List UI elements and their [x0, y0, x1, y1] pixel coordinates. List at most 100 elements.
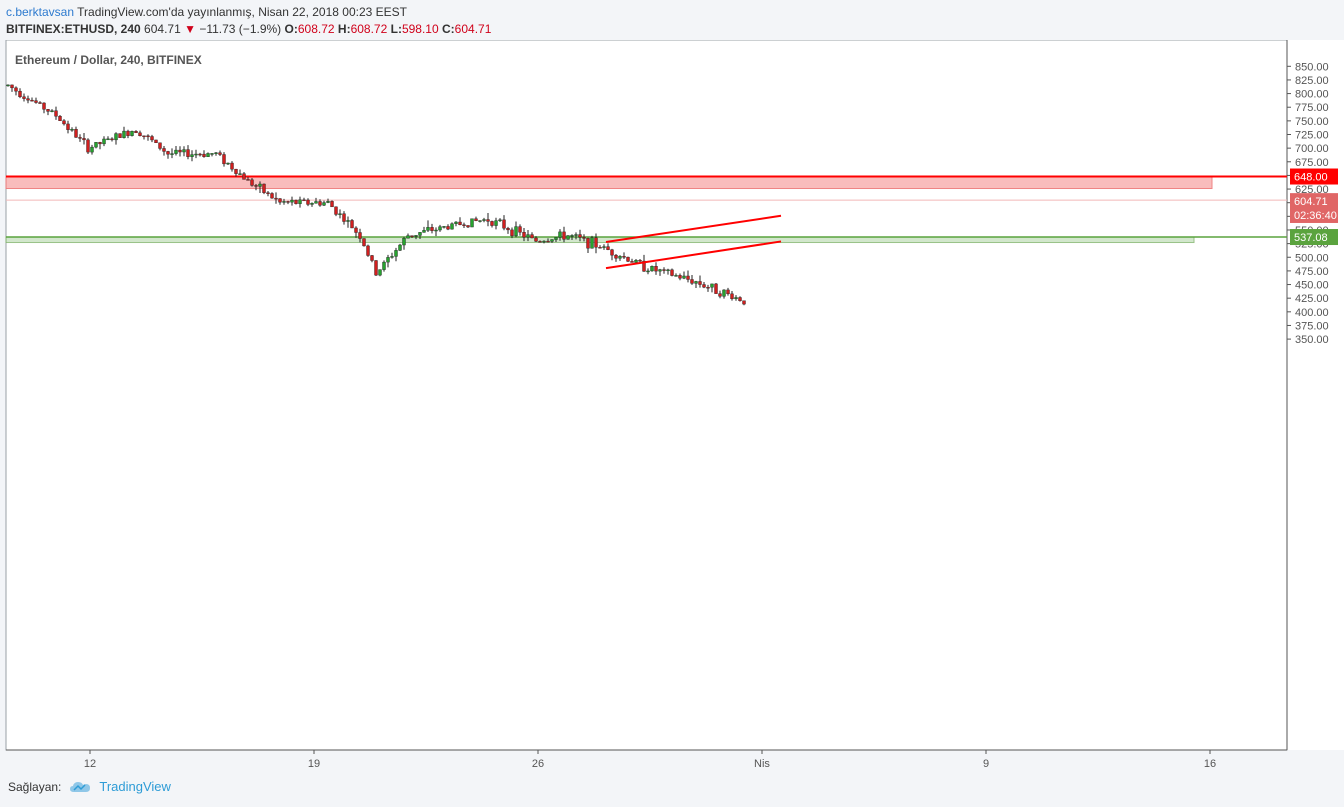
candle-down [610, 249, 614, 256]
candle-down [490, 221, 494, 226]
candle-up [570, 235, 574, 237]
price-tag-countdown [1290, 206, 1338, 223]
candle-down [698, 281, 702, 285]
candle-up [650, 266, 654, 272]
candle-up [174, 149, 178, 154]
candle-up [514, 226, 518, 237]
candle-up [70, 129, 74, 131]
candle-down [278, 198, 282, 203]
candle-up [566, 235, 570, 240]
candle-up [454, 221, 458, 224]
provider-name[interactable]: TradingView [99, 779, 171, 794]
last-price: 604.71 [144, 22, 181, 36]
low-label: L: [390, 22, 402, 36]
candle-up [258, 183, 262, 187]
candle-down [202, 153, 206, 157]
candle-down [410, 235, 414, 237]
candle-up [390, 256, 394, 258]
candle-up [310, 203, 314, 205]
candle-up [226, 162, 230, 165]
candle-down [286, 201, 290, 203]
candle-down [22, 96, 26, 99]
candle-up [590, 237, 594, 249]
candle-up [394, 250, 398, 257]
candle-down [74, 129, 78, 138]
candle-down [706, 286, 710, 289]
candle-down [146, 135, 150, 138]
channel-lower-line[interactable] [605, 240, 782, 270]
candle-down [306, 199, 310, 205]
symbol-label: BITFINEX:ETHUSD, 240 [6, 22, 141, 36]
candle-down [466, 225, 470, 228]
candle-down [638, 260, 642, 262]
candle-down [510, 229, 514, 237]
candle-up [6, 84, 10, 87]
candle-down [218, 152, 222, 155]
down-arrow-icon: ▼ [184, 22, 196, 36]
price-axis[interactable] [1287, 40, 1344, 750]
candle-down [678, 275, 682, 279]
price-chart[interactable]: Ethereum / Dollar, 240, BITFINEX 350.00 37… [0, 39, 1344, 771]
y-tick-label: 350.00 [1295, 334, 1329, 346]
price-tag-resistance [1290, 168, 1338, 185]
candle-down [342, 213, 346, 222]
candle-down [374, 260, 378, 276]
candle-up [498, 219, 502, 222]
candle-up [190, 154, 194, 157]
candle-down [138, 132, 142, 137]
candle-down [686, 275, 690, 280]
high-value: 608.72 [350, 22, 388, 36]
candle-down [318, 201, 322, 206]
candle-up [170, 153, 174, 155]
candle-down [546, 240, 550, 243]
x-tick-label: 16 [1204, 758, 1216, 770]
candle-up [550, 239, 554, 242]
candle-up [450, 223, 454, 230]
candle-up [710, 283, 714, 288]
candle-down [110, 138, 114, 141]
candle-up [282, 201, 286, 203]
candle-down [354, 227, 358, 233]
candle-down [42, 102, 46, 110]
price-change: −11.73 (−1.9%) [199, 22, 282, 36]
candle-up [666, 269, 670, 272]
candle-up [646, 270, 650, 273]
candle-up [314, 201, 318, 204]
candle-up [322, 202, 326, 206]
price-tag-label: 02:36:40 [1294, 210, 1337, 222]
candle-down [266, 192, 270, 194]
candle-down [158, 142, 162, 149]
channel-upper-line[interactable] [605, 214, 782, 243]
chart-area[interactable]: Ethereum / Dollar, 240, BITFINEX 350.00 37… [0, 39, 1344, 771]
candle-up [658, 269, 662, 272]
y-tick-label: 800.00 [1295, 89, 1329, 101]
candle-down [534, 237, 538, 242]
y-tick-label: 850.00 [1295, 61, 1329, 73]
candle-down [166, 151, 170, 155]
x-tick-label: 9 [983, 758, 989, 770]
candle-down [642, 260, 646, 272]
publish-info: TradingView.com'da yayınlanmış, Nisan 22… [77, 5, 407, 19]
candle-up [554, 237, 558, 240]
close-value: 604.71 [454, 22, 492, 36]
author-link[interactable]: c.berktavsan [6, 5, 75, 19]
support-zone [5, 236, 1195, 244]
candle-up [194, 153, 198, 156]
open-label: O: [284, 22, 298, 36]
candle-down [262, 183, 266, 193]
candle-down [250, 179, 254, 186]
candle-down [486, 219, 490, 222]
candle-down [178, 149, 182, 153]
candle-down [718, 293, 722, 297]
candle-up [618, 256, 622, 259]
candle-down [230, 162, 234, 170]
candle-up [434, 229, 438, 232]
plot-background[interactable] [5, 39, 1288, 751]
tradingview-cloud-icon [70, 781, 91, 792]
candle-up [470, 218, 474, 228]
candle-down [362, 238, 366, 247]
candle-down [98, 142, 102, 145]
candle-down [726, 289, 730, 295]
candle-down [26, 98, 30, 101]
chart-header: c.berktavsan TradingView.com'da yayınlan… [6, 4, 491, 38]
